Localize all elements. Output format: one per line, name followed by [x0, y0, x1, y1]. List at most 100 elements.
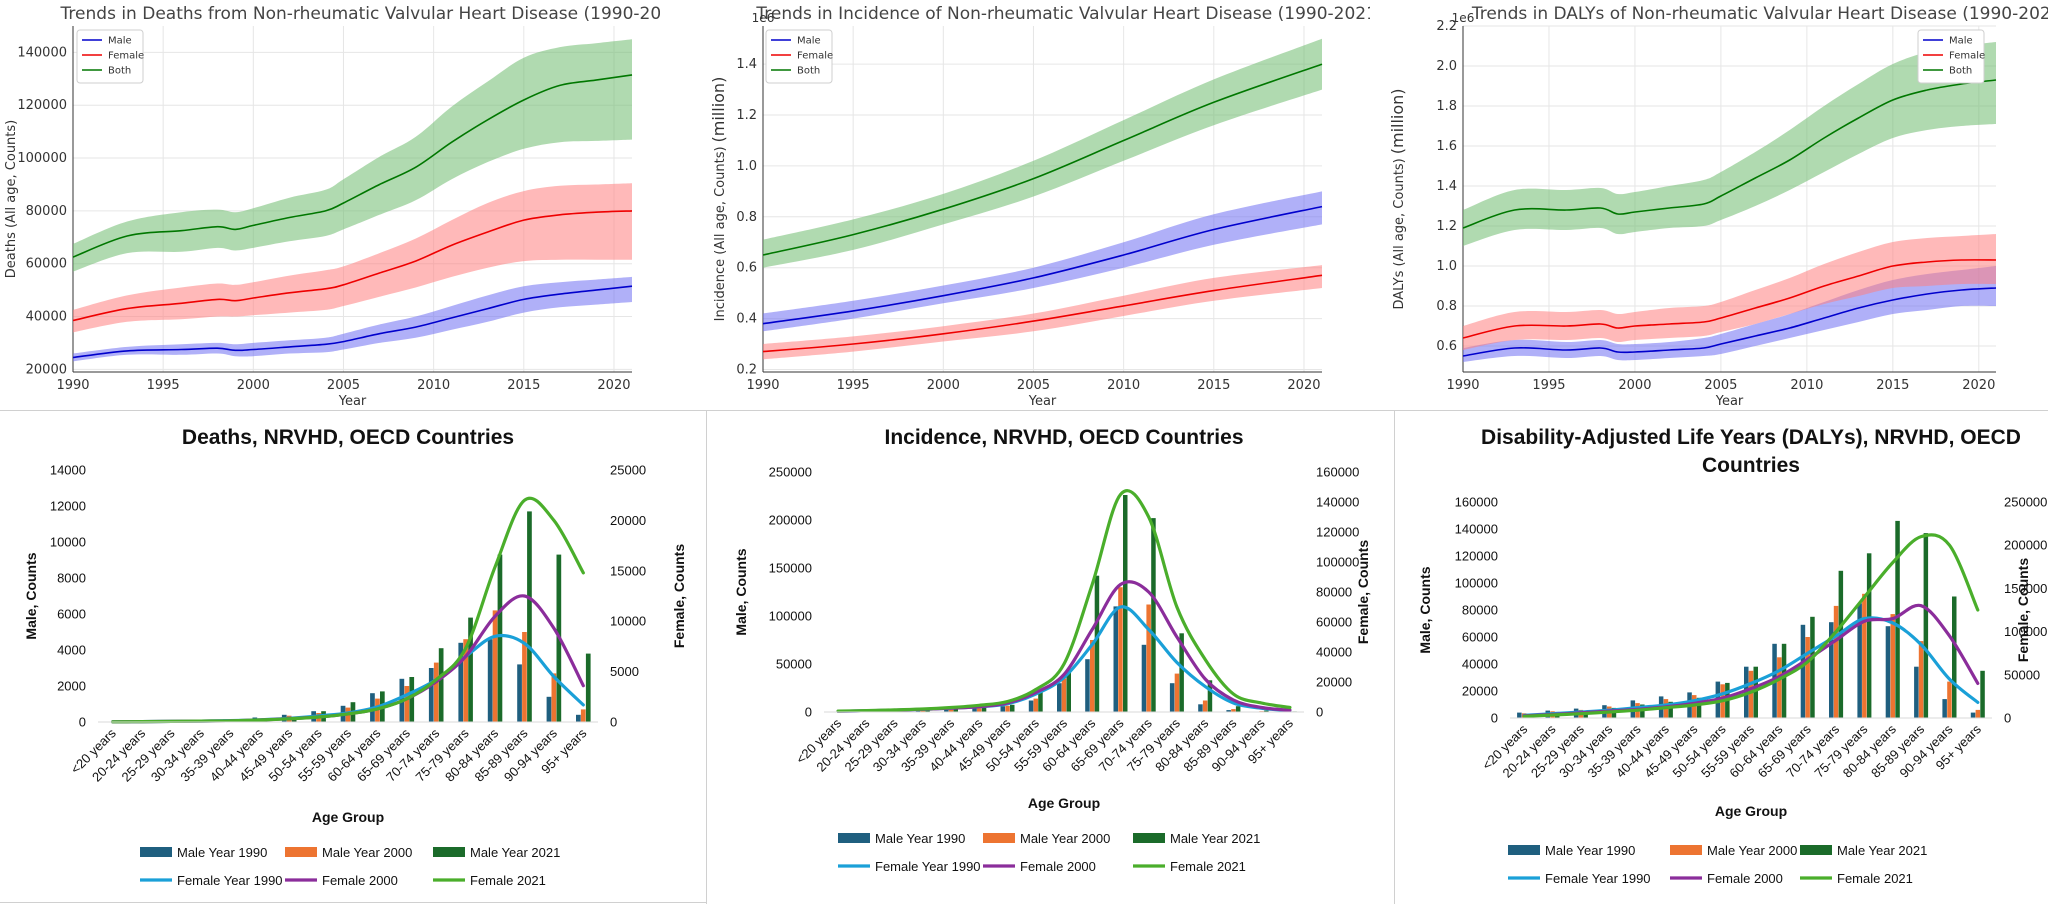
y-tick-label: 1.4 [736, 57, 757, 72]
bar-male-year-2021 [953, 709, 958, 712]
y2-tick-label: 80000 [1316, 585, 1352, 600]
legend-label: Male [797, 36, 821, 47]
legend-label: Female 2000 [322, 873, 398, 888]
legend-label: Male Year 2021 [1170, 831, 1260, 846]
legend-label: Both [1949, 66, 1972, 77]
bar-male-year-2021 [585, 653, 591, 722]
x-tick-label: 2020 [597, 378, 630, 393]
bar-male-year-1990 [1198, 704, 1203, 712]
bar-male-year-1990 [546, 696, 552, 722]
bar-male-year-2021 [468, 617, 473, 722]
x-tick-label: 2020 [1287, 378, 1320, 393]
y-axis-label: DALYs (All age, Counts) (million) [1388, 88, 1407, 309]
band-male [73, 276, 632, 362]
bar-male-year-2000 [1174, 673, 1180, 712]
x-tick-label: 1995 [837, 378, 870, 393]
dalys-trend-chart: Trends in DALYs of Non-rheumatic Valvula… [1370, 0, 2048, 408]
x-axis-label: Age Group [1715, 803, 1787, 819]
band-female [73, 183, 632, 333]
y2-axis-label: Female, Counts [671, 544, 687, 648]
bar-male-year-2000 [404, 686, 410, 722]
bar-male-year-2021 [1264, 710, 1269, 712]
y-tick-label: 100000 [769, 609, 812, 624]
y-tick-label: 0.6 [736, 261, 757, 276]
y2-tick-label: 150000 [2004, 581, 2047, 596]
bar-male-year-1990 [1028, 700, 1034, 712]
legend-label: Female Year 1990 [875, 859, 981, 874]
line-female-2021 [1522, 533, 1980, 718]
legend-label: Male Year 2021 [1837, 843, 1927, 858]
x-tick-label: 1990 [746, 378, 779, 393]
x-tick-label: 2000 [927, 378, 960, 393]
bar-male-year-2000 [1890, 614, 1895, 718]
bar-male-year-2000 [1231, 709, 1236, 712]
bar-male-year-2000 [1862, 593, 1867, 718]
y-tick-label: 0.4 [736, 312, 757, 327]
x-tick-label: 2015 [1876, 378, 1909, 393]
chart-title: Trends in DALYs of Non-rheumatic Valvula… [1471, 4, 2048, 24]
bar-male-year-2000 [522, 632, 527, 722]
band-both [1463, 42, 1996, 246]
legend-label: Male Year 2000 [1707, 843, 1797, 858]
band-male [763, 191, 1322, 332]
legend-swatch [1670, 845, 1702, 855]
y-tick-label: 1.0 [736, 159, 757, 174]
bar-male-year-2000 [1033, 698, 1038, 712]
bar-male-year-2000 [580, 709, 586, 722]
bar-male-year-2000 [977, 708, 982, 712]
bar-male-year-1990 [1857, 603, 1862, 719]
bar-male-year-2000 [492, 610, 498, 722]
col-divider-2 [1394, 410, 1395, 904]
bar-male-year-2021 [1038, 690, 1043, 712]
y2-tick-label: 0 [1316, 705, 1323, 720]
bar-male-year-2021 [1895, 520, 1900, 718]
bar-male-year-2000 [1748, 670, 1754, 719]
bar-male-year-2021 [1923, 533, 1929, 718]
legend-label: Female Year 1990 [1545, 871, 1651, 886]
bar-male-year-1990 [915, 710, 921, 712]
y2-tick-label: 200000 [2004, 538, 2047, 553]
legend-label: Male Year 1990 [177, 845, 267, 860]
x-tick-label: 2005 [327, 378, 360, 393]
legend-swatch [433, 847, 465, 857]
x-axis-label: Year [1715, 394, 1744, 408]
bar-male-year-2021 [1866, 553, 1872, 718]
line-male [72, 285, 633, 359]
legend-label: Female Year 1990 [177, 873, 283, 888]
y-tick-label: 0.6 [1436, 339, 1457, 354]
bar-male-year-2021 [981, 707, 987, 712]
bar-male-year-2021 [1010, 704, 1015, 712]
y2-tick-label: 160000 [1316, 465, 1359, 480]
legend-label: Female [1949, 51, 1985, 62]
y-tick-label: 6000 [57, 607, 86, 622]
bar-male-year-1990 [428, 668, 434, 722]
bar-male-year-2021 [438, 648, 444, 722]
x-tick-label: 2010 [1790, 378, 1823, 393]
y-tick-label: 40000 [26, 310, 67, 325]
y2-tick-label: 20000 [1316, 675, 1352, 690]
line-both [1462, 79, 1997, 229]
x-tick-label: 1990 [56, 378, 89, 393]
chart-title: Disability-Adjusted Life Years (DALYs), … [1481, 426, 2021, 449]
y-tick-label: 1.2 [736, 108, 757, 123]
y-tick-label: 2000 [57, 679, 86, 694]
y2-tick-label: 10000 [610, 614, 646, 629]
sci-multiplier: 1e6 [1452, 11, 1475, 25]
bar-male-year-2000 [1833, 605, 1839, 718]
x-tick-label: 2010 [417, 378, 450, 393]
bar-male-year-2021 [1696, 697, 1702, 719]
legend-label: Male Year 1990 [1545, 843, 1635, 858]
y-tick-label: 100000 [17, 151, 67, 166]
y2-tick-label: 60000 [1316, 615, 1352, 630]
y-axis-label: Male, Counts [733, 548, 749, 635]
bar-male-year-2000 [1202, 700, 1208, 712]
bar-male-year-1990 [1800, 624, 1806, 718]
y2-tick-label: 40000 [1316, 645, 1352, 660]
bar-male-year-2021 [1066, 668, 1071, 712]
x-axis-label: Age Group [312, 809, 384, 825]
legend-label: Male Year 2021 [470, 845, 560, 860]
legend-swatch [1133, 833, 1165, 843]
legend-label: Male Year 2000 [322, 845, 412, 860]
bar-male-year-1990 [1970, 712, 1976, 718]
bar-male-year-2000 [433, 662, 439, 722]
